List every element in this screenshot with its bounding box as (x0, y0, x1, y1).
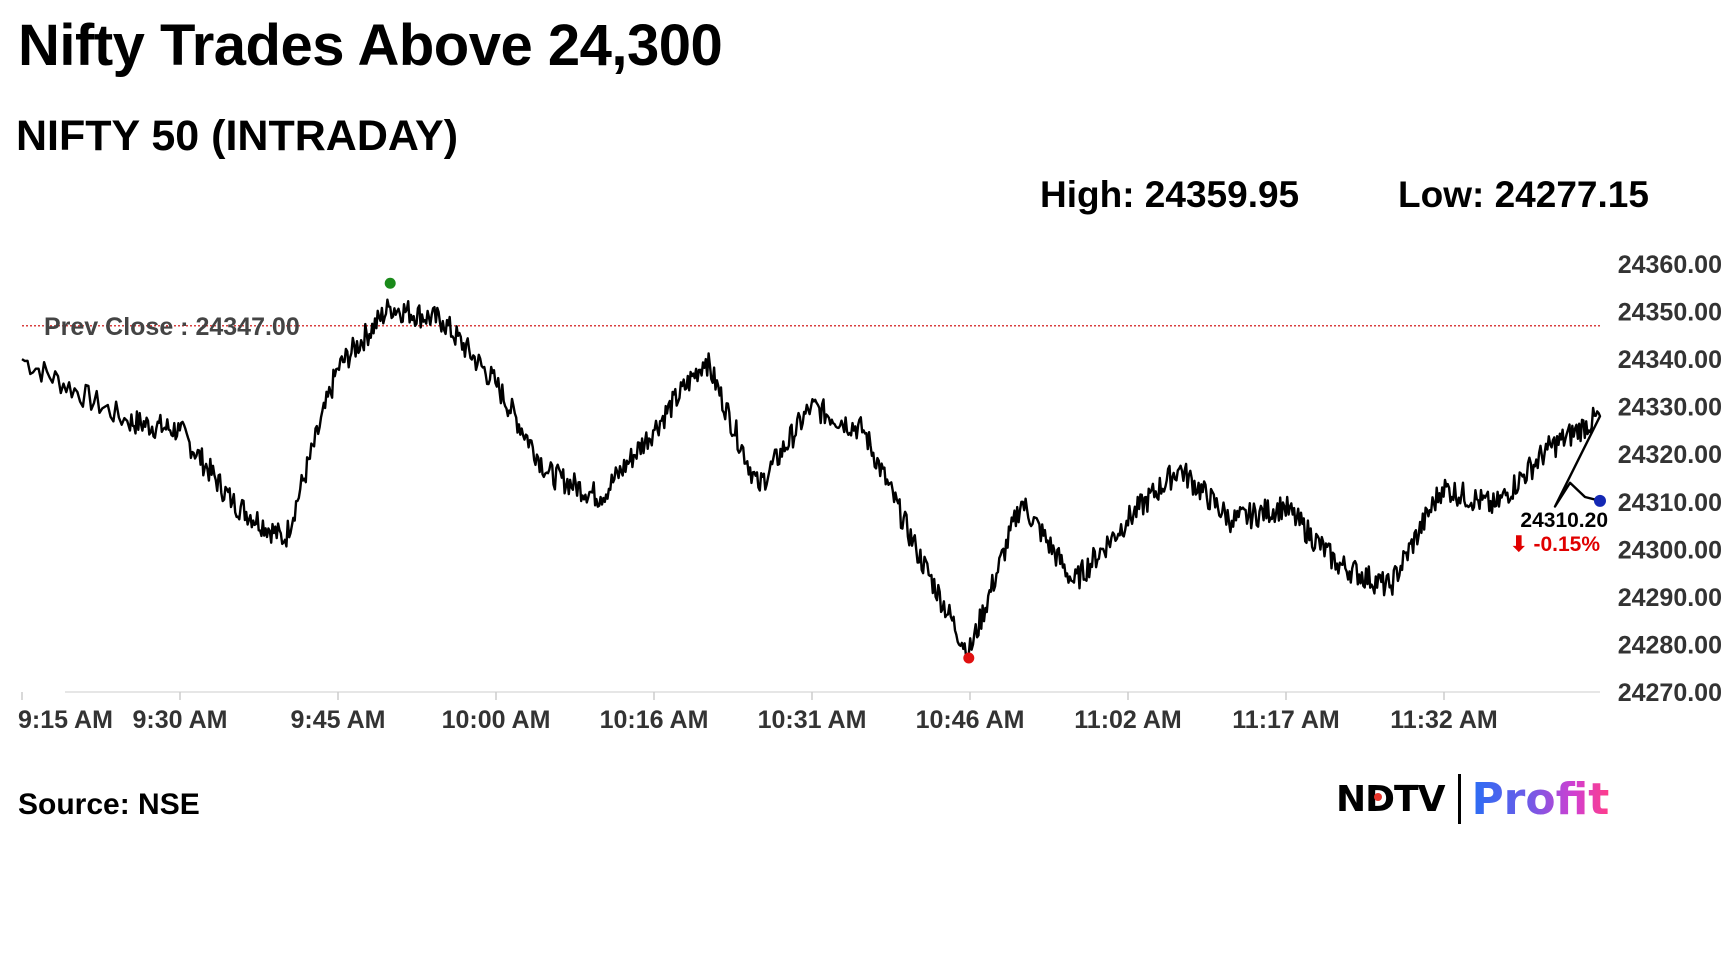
x-axis: 9:15 AM 9:30 AM 9:45 AM 10:00 AM 10:16 AM 10:… (18, 691, 1600, 734)
x-tick-label: 10:00 AM (442, 706, 551, 734)
logo-divider (1458, 774, 1462, 824)
x-tick-label: 11:17 AM (1232, 706, 1339, 734)
intraday-high-marker (384, 277, 396, 289)
logo-profit-text: Profit (1471, 773, 1610, 825)
price-line (21, 298, 1602, 657)
y-tick-label: 24270.00 (1618, 679, 1722, 707)
y-tick-label: 24290.00 (1618, 584, 1722, 612)
y-tick-label: 24340.00 (1618, 346, 1722, 374)
x-tick-label: 10:46 AM (916, 706, 1025, 734)
x-tick-label: 9:15 AM (18, 706, 113, 734)
x-tick-label: 9:30 AM (133, 706, 228, 734)
y-tick-label: 24300.00 (1618, 536, 1722, 564)
x-tick-label: 9:45 AM (291, 706, 386, 734)
last-price-label: 24310.20 (1520, 509, 1608, 532)
y-axis-ticks: 24270.00 24280.00 24290.00 24300.00 24310.00… (1618, 251, 1722, 707)
low-value: Low: 24277.15 (1398, 174, 1649, 215)
ndtv-profit-logo: NDTV Profit (1336, 772, 1609, 826)
intraday-low-marker (963, 652, 975, 664)
prev-close-label: Prev Close : 24347.00 (44, 313, 300, 341)
y-tick-label: 24360.00 (1618, 251, 1722, 279)
y-tick-label: 24330.00 (1618, 394, 1722, 422)
intraday-line-chart: 24270.00 24280.00 24290.00 24300.00 24310.00… (18, 251, 1722, 734)
x-tick-label: 11:02 AM (1074, 706, 1181, 734)
high-value: High: 24359.95 (1040, 174, 1300, 215)
y-tick-label: 24280.00 (1618, 631, 1722, 659)
x-tick-label: 11:32 AM (1390, 706, 1497, 734)
chart-subtitle: NIFTY 50 (INTRADAY) (16, 112, 459, 160)
x-tick-label: 10:31 AM (758, 706, 867, 734)
logo-ndtv-text: NDTV (1336, 778, 1445, 820)
last-price-marker (1594, 494, 1606, 507)
chart-title: Nifty Trades Above 24,300 (18, 13, 723, 78)
y-tick-label: 24320.00 (1618, 441, 1722, 469)
y-tick-label: 24310.00 (1618, 489, 1722, 517)
source-note: Source: NSE (18, 788, 200, 821)
change-percent-label: ⬇ -0.15% (1510, 533, 1600, 556)
y-tick-label: 24350.00 (1618, 299, 1722, 327)
x-tick-label: 10:16 AM (600, 706, 709, 734)
